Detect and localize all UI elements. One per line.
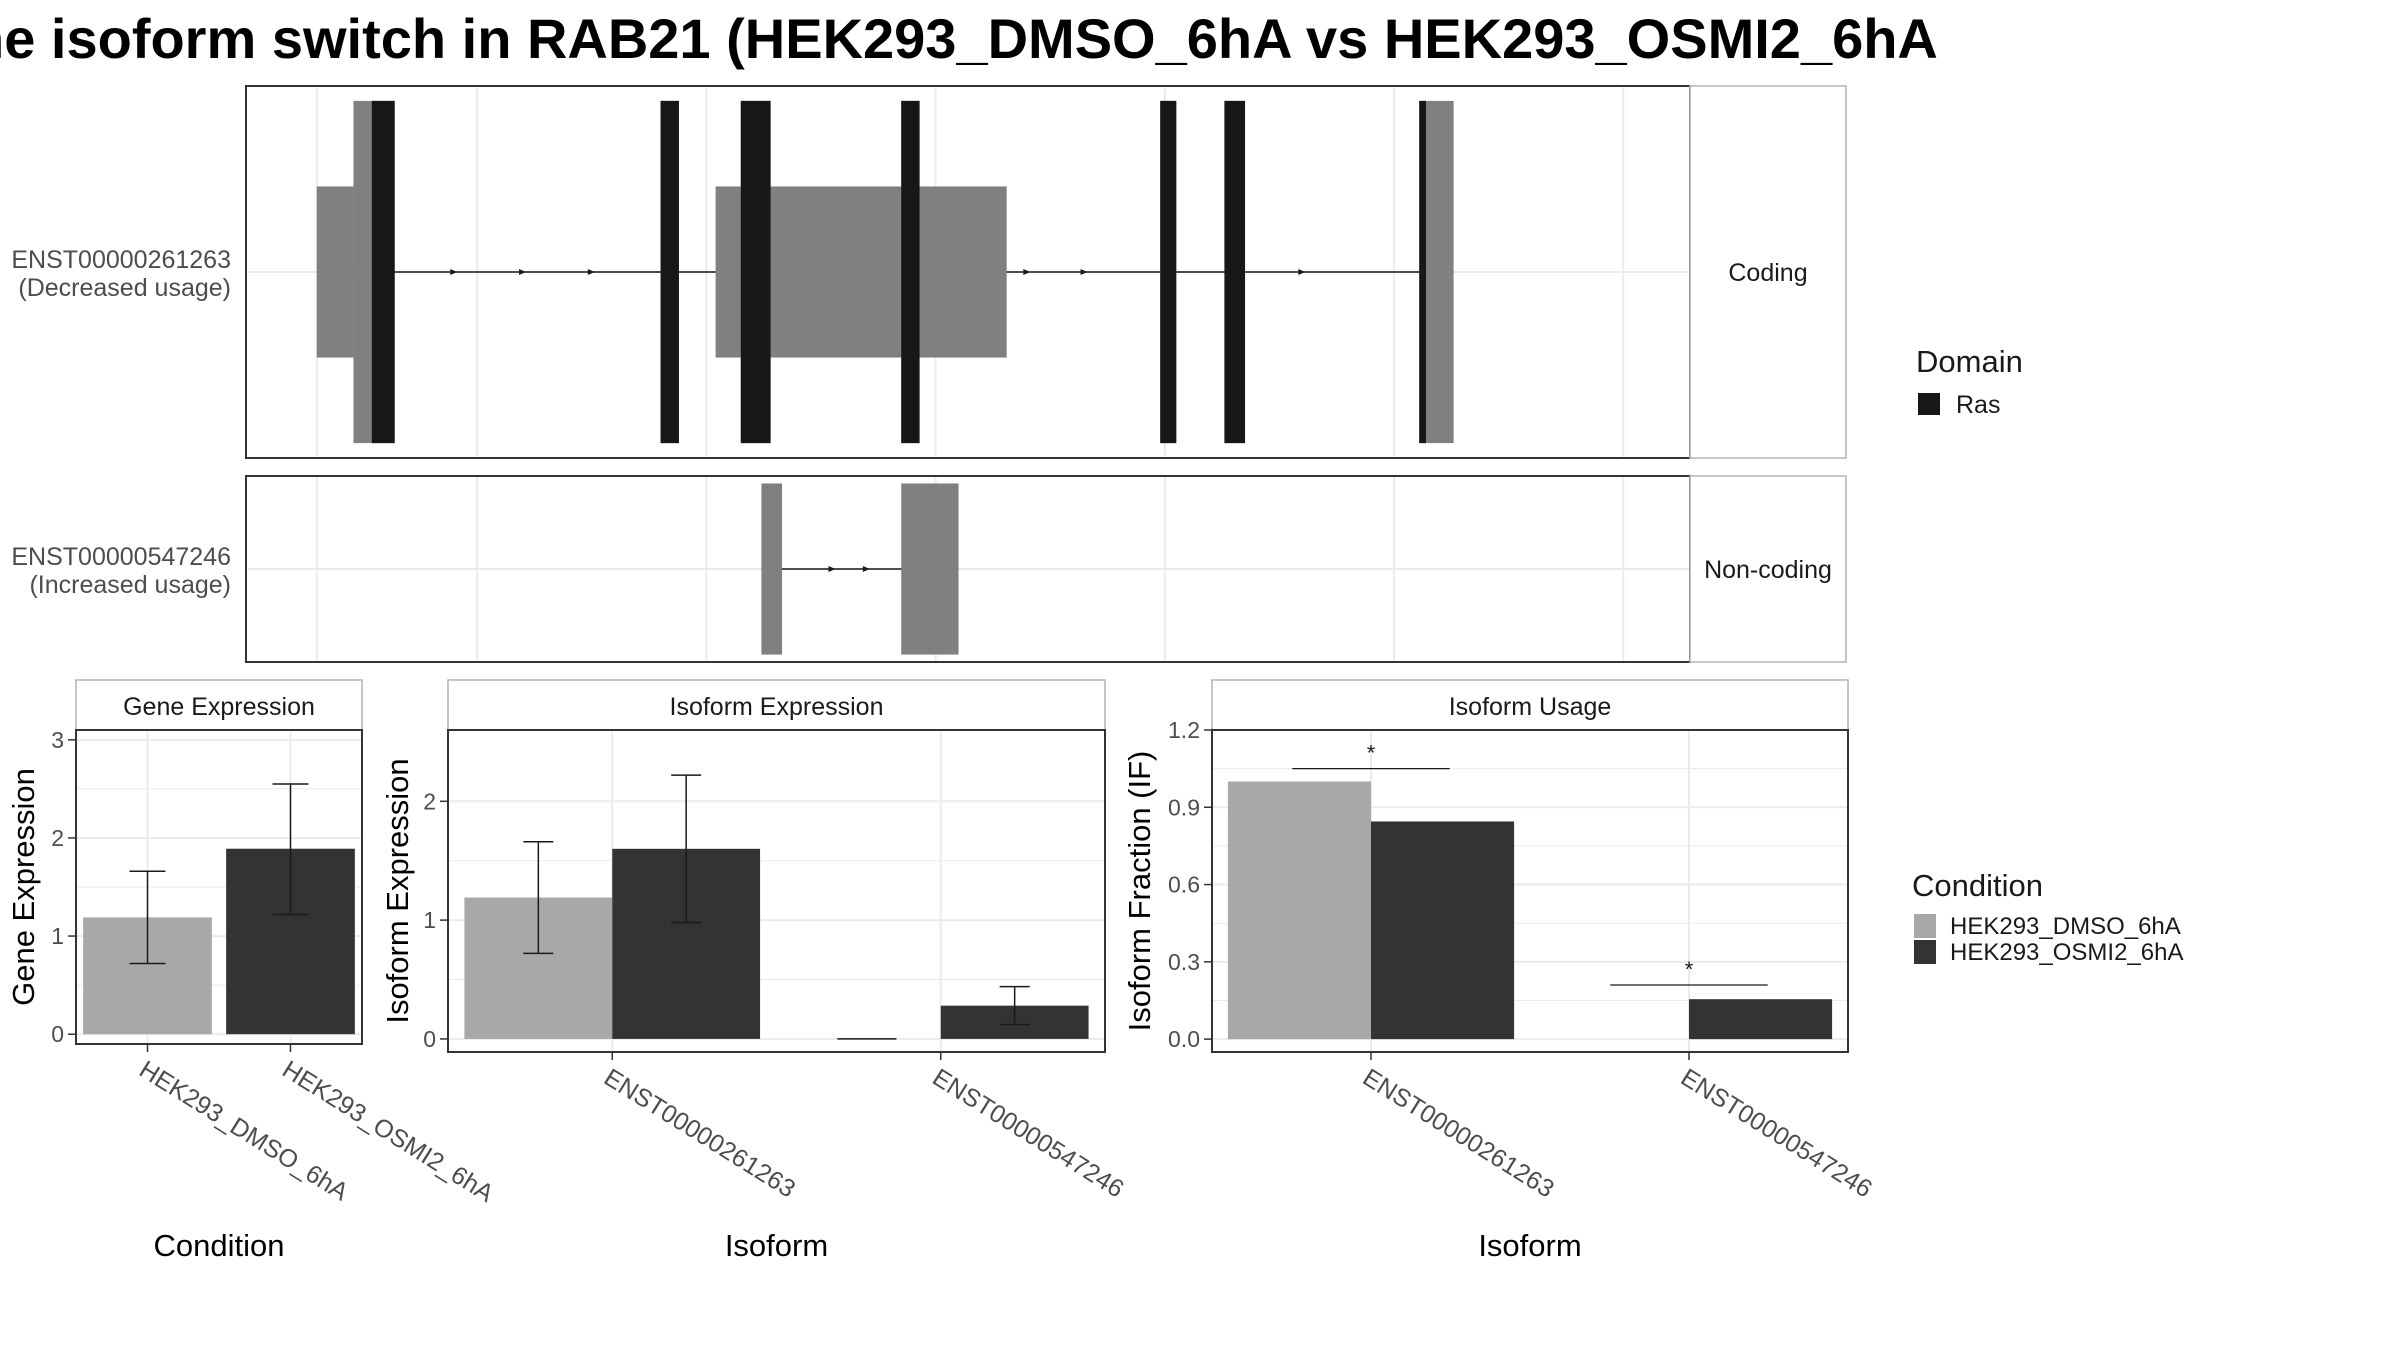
- utr-block: [316, 186, 354, 358]
- panel-border: [447, 729, 1106, 1053]
- panel-border: [75, 729, 363, 1045]
- x-axis-title: Isoform: [1478, 1228, 1581, 1263]
- facet-title: Isoform Expression: [670, 693, 884, 721]
- condition-legend-label: HEK293_OSMI2_6hA: [1950, 939, 2183, 966]
- x-axis-title: Condition: [154, 1228, 285, 1263]
- panel-border: [1211, 729, 1849, 1053]
- exon-block: [901, 483, 959, 655]
- intron-arrow: [1298, 269, 1306, 275]
- ras-domain-block: [901, 100, 920, 444]
- condition-legend-swatch: [1914, 914, 1936, 938]
- bar-hek293_dmso_6ha: [1227, 781, 1371, 1040]
- facet-strip: [75, 679, 363, 731]
- bar-hek293_osmi2_6ha: [1371, 821, 1515, 1040]
- domain-legend-label: Ras: [1956, 391, 2000, 419]
- intron-arrow: [587, 269, 595, 275]
- y-tick-label: 0.9: [1168, 794, 1200, 820]
- x-tick-label: ENST00000547246: [928, 1063, 1129, 1203]
- y-tick-label: 2: [423, 788, 436, 814]
- facet-title: Gene Expression: [123, 693, 315, 721]
- condition-legend-label: HEK293_DMSO_6hA: [1950, 913, 2181, 940]
- x-tick-label: ENST00000261263: [1358, 1063, 1559, 1203]
- ras-domain-block: [1224, 100, 1246, 444]
- ras-domain-block: [371, 100, 395, 444]
- y-tick-label: 3: [51, 727, 64, 753]
- domain-legend-title: Domain: [1916, 344, 2023, 379]
- y-tick-label: 0: [51, 1021, 64, 1047]
- isoform-id-label: ENST00000547246: [11, 543, 231, 571]
- y-axis-title: Gene Expression: [6, 768, 41, 1006]
- intron-arrow: [828, 566, 836, 572]
- x-tick-label: ENST00000261263: [599, 1063, 800, 1203]
- isoform-usage-label: (Decreased usage): [18, 274, 231, 302]
- y-tick-label: 0.3: [1168, 949, 1200, 975]
- figure-title: he isoform switch in RAB21 (HEK293_DMSO_…: [0, 7, 1938, 70]
- ras-domain-block: [1160, 100, 1177, 444]
- ras-domain-block: [1419, 100, 1427, 444]
- ras-domain-block: [740, 100, 771, 444]
- facet-strip: [447, 679, 1106, 731]
- condition-legend-swatch: [1914, 940, 1936, 964]
- y-tick-label: 0.0: [1168, 1026, 1200, 1052]
- isoform-usage-label: (Increased usage): [29, 571, 231, 599]
- structure-panel-ENST00000547246: Non-coding ENST00000547246(Increased usag…: [11, 475, 1847, 663]
- facet-title: Isoform Usage: [1449, 693, 1612, 721]
- exon-block: [761, 483, 783, 655]
- facet-strip: [1689, 475, 1847, 663]
- y-tick-label: 1.2: [1168, 717, 1200, 743]
- intron-arrow: [1080, 269, 1088, 275]
- exon-block: [353, 100, 372, 444]
- bar-hek293_osmi2_6ha: [1689, 999, 1833, 1040]
- domain-legend-swatch: [1918, 393, 1940, 415]
- intron-arrow: [1023, 269, 1031, 275]
- chart-isoform-expression: Isoform Expression 0 1 2 ENST00000261263 ENST…: [380, 679, 1129, 1263]
- chart-gene-expression: Gene Expression0123HEK293_DMSO_6hAHEK293…: [6, 679, 499, 1263]
- domain-legend: Domain Ras: [1916, 344, 2023, 419]
- y-tick-label: 0: [423, 1026, 436, 1052]
- facet-strip: [1211, 679, 1849, 731]
- exon-block: [1426, 100, 1454, 444]
- isoform-id-label: ENST00000261263: [11, 246, 231, 274]
- y-tick-label: 0.6: [1168, 872, 1200, 898]
- facet-strip: [1689, 85, 1847, 459]
- ras-domain-block: [660, 100, 679, 444]
- x-axis-title: Isoform: [725, 1228, 828, 1263]
- intron-arrow: [519, 269, 527, 275]
- x-tick-label: ENST00000547246: [1676, 1063, 1877, 1203]
- y-axis-title: Isoform Expression: [380, 758, 415, 1023]
- y-tick-label: 2: [51, 825, 64, 851]
- y-tick-label: 1: [51, 923, 64, 949]
- y-axis-title: Isoform Fraction (IF): [1122, 751, 1157, 1032]
- structure-panel-ENST00000261263: Coding ENST00000261263(Decreased usage): [11, 85, 1847, 459]
- facet-label-non-coding: Non-coding: [1704, 556, 1832, 584]
- significance-star: *: [1367, 741, 1376, 766]
- y-tick-label: 1: [423, 907, 436, 933]
- chart-isoform-usage: Isoform Usage * * 0.0 0.3 0.6 0.9 1.2 ENST000002…: [1122, 679, 1877, 1263]
- intron-arrow: [862, 566, 870, 572]
- facet-label-coding: Coding: [1728, 259, 1807, 287]
- significance-star: *: [1685, 957, 1694, 982]
- condition-legend-title: Condition: [1912, 868, 2043, 903]
- intron-arrow: [450, 269, 458, 275]
